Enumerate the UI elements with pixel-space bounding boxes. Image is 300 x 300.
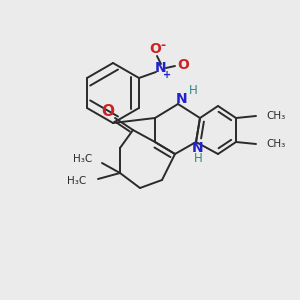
Text: CH₃: CH₃ [266,111,285,121]
Text: O: O [101,104,115,119]
Text: N: N [155,61,167,75]
Text: O: O [177,58,189,72]
Text: H: H [189,85,197,98]
Text: N: N [176,92,188,106]
Text: +: + [163,70,171,80]
Text: H: H [194,152,202,164]
Text: O: O [149,42,161,56]
Text: -: - [160,40,166,52]
Text: N: N [192,141,204,155]
Text: CH₃: CH₃ [266,139,285,149]
Text: H₃C: H₃C [67,176,86,186]
Text: H₃C: H₃C [73,154,92,164]
